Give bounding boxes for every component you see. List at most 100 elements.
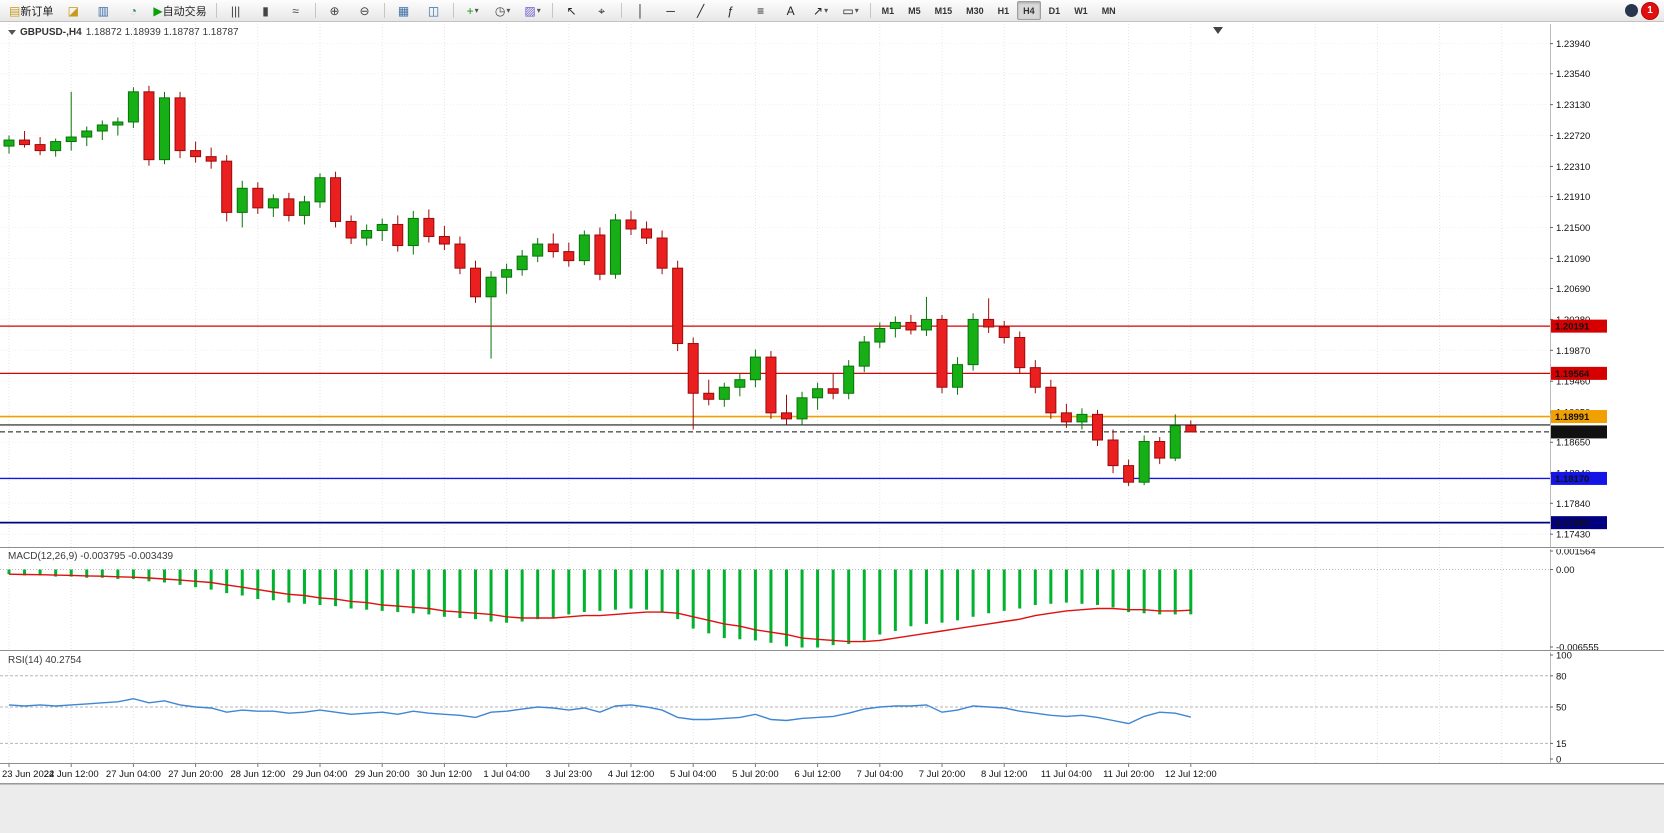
notification-badge[interactable]: 1 xyxy=(1642,2,1658,19)
templates-icon: ▨ xyxy=(524,3,536,18)
horizontal-lines[interactable] xyxy=(0,325,1550,524)
svg-text:50: 50 xyxy=(1556,703,1567,714)
cursor-button[interactable]: ↖ xyxy=(558,1,586,21)
chart-header: GBPUSD-,H4 1.18872 1.18939 1.18787 1.187… xyxy=(8,27,239,38)
window-bottom-area xyxy=(0,784,1664,833)
svg-text:1.20191: 1.20191 xyxy=(1555,322,1590,333)
macd-panel[interactable] xyxy=(0,568,1550,648)
tile-windows-button[interactable]: ▦ xyxy=(390,1,418,21)
time-label: 7 Jul 20:00 xyxy=(919,769,965,780)
candlestick-chart-icon: ▮ xyxy=(262,3,269,18)
time-label: 3 Jul 23:00 xyxy=(546,769,592,780)
chart-window[interactable]: 1.23940 1.23540 1.23130 1.22720 1.22310 1.219… xyxy=(0,22,1664,784)
new-order-button[interactable]: ▤ 新订单 xyxy=(5,1,57,21)
timeframe-h4-button[interactable]: H4 xyxy=(1017,1,1041,20)
trendline-button[interactable]: ╱ xyxy=(687,1,715,21)
tool-icons-groups: ||| ▮ ≈ ⊕ ⊖ ▦ ◫ + ▾ ◷ ▾ ▨ ▾ ↖ ⌖ │ ─ ╱ ƒ ≡ A ↗ ▾ ▭ ▾ xyxy=(221,1,866,21)
svg-text:1.21090: 1.21090 xyxy=(1556,254,1590,265)
svg-text:1.23130: 1.23130 xyxy=(1556,100,1590,111)
price-badge-1.18991 xyxy=(1551,410,1607,424)
macd-label-text: MACD(12,26,9) -0.003795 -0.003439 xyxy=(8,551,174,562)
toolbar-right-area: 1 xyxy=(1625,2,1660,19)
price-badge-1.20191 xyxy=(1551,319,1607,333)
market-watch-button[interactable]: ▥ xyxy=(89,1,117,21)
price-badge-1.18170 xyxy=(1551,471,1607,485)
candlestick-chart-button[interactable]: ▮ xyxy=(252,1,280,21)
periods-button[interactable]: ◷ ▾ xyxy=(489,1,517,21)
chevron-down-icon: ▾ xyxy=(536,6,541,15)
crosshair-button[interactable]: ⌖ xyxy=(588,1,616,21)
auto-trading-icon: ▶ xyxy=(153,3,163,18)
svg-text:1.18650: 1.18650 xyxy=(1556,438,1590,449)
toolbar-separator xyxy=(551,3,553,18)
vertical-line-button[interactable]: │ xyxy=(627,1,655,21)
arrow-tool-icon: ↗ xyxy=(813,3,824,18)
periods-icon: ◷ xyxy=(494,3,506,18)
auto-trading-button[interactable]: ▶ 自动交易 xyxy=(149,1,210,21)
svg-text:1.17583: 1.17583 xyxy=(1555,518,1589,529)
price-chart-canvas[interactable]: 1.23940 1.23540 1.23130 1.22720 1.22310 1.219… xyxy=(0,22,1664,784)
time-label: 5 Jul 20:00 xyxy=(732,769,778,780)
zoom-out-button[interactable]: ⊖ xyxy=(351,1,379,21)
timeframe-m5-button[interactable]: M5 xyxy=(908,5,921,16)
time-label: 29 Jun 04:00 xyxy=(293,769,348,780)
time-label: 1 Jul 04:00 xyxy=(483,769,529,780)
svg-text:1.21500: 1.21500 xyxy=(1556,223,1590,234)
cascade-windows-button[interactable]: ◫ xyxy=(420,1,448,21)
rsi-panel[interactable] xyxy=(0,675,1550,744)
text-tool-button[interactable]: A xyxy=(777,1,805,21)
bar-chart-button[interactable]: ||| xyxy=(222,1,250,21)
arrow-tool-button[interactable]: ↗ ▾ xyxy=(807,1,835,21)
time-label: 23 Jun 2022 xyxy=(2,769,54,780)
horizontal-line-icon: ─ xyxy=(666,3,675,18)
svg-text:-0.006555: -0.006555 xyxy=(1556,643,1599,654)
svg-text:1.19870: 1.19870 xyxy=(1556,346,1590,357)
timeframe-m15-button[interactable]: M15 xyxy=(934,5,953,16)
svg-text:1.23540: 1.23540 xyxy=(1556,69,1590,80)
svg-text:0.00: 0.00 xyxy=(1556,565,1575,576)
svg-text:0.001564: 0.001564 xyxy=(1556,547,1596,558)
shapes-tool-button[interactable]: ▭ ▾ xyxy=(837,1,865,21)
symbol-marker-icon xyxy=(8,30,16,35)
svg-text:1.18787: 1.18787 xyxy=(1555,427,1589,438)
svg-text:1.19460: 1.19460 xyxy=(1556,377,1590,388)
new-order-label: 新订单 xyxy=(20,5,54,18)
bar-chart-icon: ||| xyxy=(230,3,241,18)
timeframe-m1-button[interactable]: M1 xyxy=(881,5,895,16)
horizontal-line-button[interactable]: ─ xyxy=(657,1,685,21)
new-order-icon: ▤ xyxy=(9,3,21,18)
window-icons-group: ◪ ▥ ◔ xyxy=(58,1,148,21)
line-chart-button[interactable]: ≈ xyxy=(282,1,310,21)
shapes-tool-icon: ▭ xyxy=(842,3,854,18)
time-label: 24 Jun 12:00 xyxy=(44,769,99,780)
time-label: 8 Jul 12:00 xyxy=(981,769,1027,780)
price-badge-1.18787 xyxy=(1551,425,1607,439)
chevron-down-icon: ▾ xyxy=(824,6,829,15)
svg-text:1.22720: 1.22720 xyxy=(1556,131,1590,142)
profiles-button[interactable]: ◪ xyxy=(59,1,87,21)
indicators-button[interactable]: + ▾ xyxy=(459,1,487,21)
profiles-icon: ◪ xyxy=(67,3,80,18)
data-window-button[interactable]: ◔ xyxy=(119,1,147,21)
svg-text:80: 80 xyxy=(1556,671,1567,682)
chevron-down-icon: ▾ xyxy=(506,6,511,15)
time-label: 27 Jun 20:00 xyxy=(168,769,223,780)
chart-ohlc-readout: 1.18872 1.18939 1.18787 1.18787 xyxy=(85,27,239,38)
channel-button[interactable]: ≡ xyxy=(747,1,775,21)
timeframe-m30-button[interactable]: M30 xyxy=(966,5,984,16)
fibonacci-button[interactable]: ƒ xyxy=(717,1,745,21)
timeframe-h1-button[interactable]: H1 xyxy=(997,5,1010,16)
timeframe-mn-button[interactable]: MN xyxy=(1101,5,1116,16)
main-toolbar: ▤ 新订单 ◪ ▥ ◔ ▶ 自动交易 ||| ▮ ≈ ⊕ ⊖ ▦ ◫ + ▾ ◷ ▾ ▨ ▾ ↖ ⌖ │ ─ ╱ ƒ ≡ A… xyxy=(0,0,1664,22)
timeframe-d1-button[interactable]: D1 xyxy=(1048,5,1061,16)
timeframe-w1-button[interactable]: W1 xyxy=(1074,5,1088,16)
text-tool-icon: A xyxy=(786,3,795,18)
zoom-in-icon: ⊕ xyxy=(329,3,340,18)
svg-text:1.20690: 1.20690 xyxy=(1556,284,1590,295)
price-axis[interactable]: 1.23940 1.23540 1.23130 1.22720 1.22310 1.219… xyxy=(1550,24,1607,766)
templates-button[interactable]: ▨ ▾ xyxy=(519,1,547,21)
zoom-in-button[interactable]: ⊕ xyxy=(321,1,349,21)
rsi-label-text: RSI(14) 40.2754 xyxy=(8,655,82,666)
